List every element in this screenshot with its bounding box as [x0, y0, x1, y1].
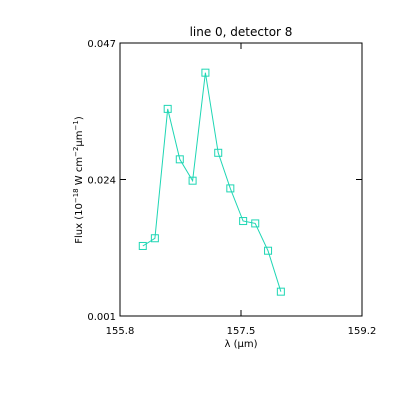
x-tick-label: 155.8: [106, 326, 135, 337]
data-point-marker: [251, 219, 260, 228]
data-point-marker: [239, 217, 248, 226]
series-line: [142, 72, 282, 292]
data-point-marker: [201, 68, 210, 77]
data-point-marker: [226, 184, 235, 193]
data-point-marker: [214, 148, 223, 157]
x-tick-label: 157.5: [227, 326, 256, 337]
data-point-marker: [138, 241, 147, 250]
data-point-marker: [163, 104, 172, 113]
series-layer: [138, 68, 285, 296]
y-axis-label-exp3: −1: [72, 120, 80, 130]
data-point-marker: [264, 246, 273, 255]
data-point-marker: [150, 234, 159, 243]
y-tick-label: 0.047: [87, 39, 116, 50]
y-axis-label-prefix: Flux (10: [74, 203, 85, 244]
plot-frame: [119, 42, 363, 317]
x-axis-label: λ (μm): [224, 339, 257, 350]
y-axis-label-middle: W cm: [74, 157, 85, 188]
data-point-marker: [276, 287, 285, 296]
y-axis-label-exp2: −2: [72, 147, 80, 157]
chart-title: line 0, detector 8: [190, 25, 293, 39]
y-tick-label: 0.024: [87, 176, 116, 187]
y-tick-label: 0.001: [87, 312, 116, 323]
data-point-marker: [175, 155, 184, 164]
y-axis-label-exp1: −18: [72, 188, 80, 203]
y-axis-label: Flux (10−18 W cm−2μm−1): [72, 116, 85, 244]
y-axis-ticks: 0.001 0.024 0.047: [87, 39, 362, 323]
y-axis-label-suffix: ): [74, 116, 85, 120]
x-tick-label: 159.2: [348, 326, 377, 337]
y-axis-label-unit: μm: [74, 130, 85, 146]
data-point-marker: [188, 176, 197, 185]
x-axis-ticks: 155.8 157.5 159.2: [106, 43, 377, 337]
